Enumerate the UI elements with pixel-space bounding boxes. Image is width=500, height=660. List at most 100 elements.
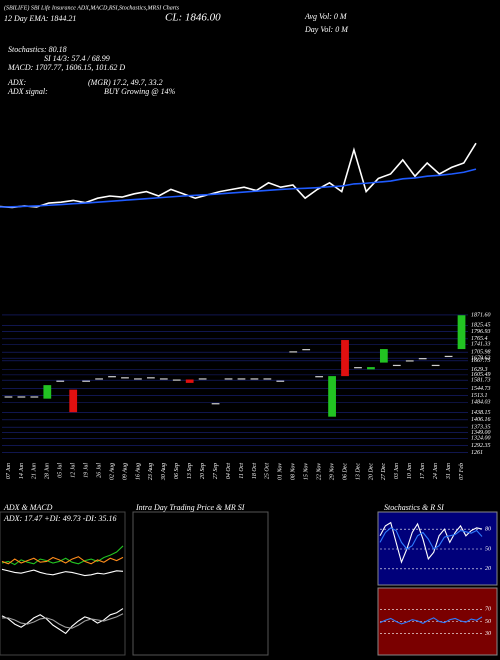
y-tick-label: 1796.93: [471, 329, 491, 335]
stoch-panel: [377, 511, 498, 586]
y-tick-label: 80: [485, 527, 491, 533]
x-tick-label: 10 Jan: [407, 463, 413, 479]
x-tick-label: 05 Jul: [58, 463, 64, 478]
x-tick-label: 15 Nov: [304, 463, 310, 481]
y-tick-label: 50: [485, 619, 491, 625]
candle: [198, 378, 207, 380]
y-tick-label: 30: [484, 631, 491, 637]
candle: [392, 364, 401, 367]
intraday-panel: [132, 511, 269, 656]
x-tick-label: 31 Jan: [446, 463, 452, 480]
x-tick-label: 18 Oct: [252, 463, 258, 479]
y-tick-label: 1438.15: [471, 409, 491, 416]
candle: [250, 378, 259, 380]
candle: [457, 315, 466, 350]
y-tick-label: 50: [485, 546, 491, 552]
candle: [237, 378, 246, 380]
x-tick-label: 16 Aug: [135, 463, 141, 480]
candle: [224, 378, 233, 380]
candle: [328, 376, 336, 417]
x-tick-label: 02 Aug: [109, 463, 115, 480]
candle: [121, 377, 129, 379]
y-tick-label: 1544.73: [471, 385, 491, 392]
x-tick-label: 01 Nov: [278, 463, 284, 481]
candle: [146, 377, 155, 379]
x-tick-label: 08 Nov: [291, 463, 297, 481]
day-vol: Day Vol: 0 M: [304, 25, 349, 34]
y-tick-label: 1373.35: [471, 425, 491, 431]
x-tick-label: 14 Jun: [18, 463, 25, 479]
x-tick-label: 20 Dec: [368, 463, 374, 480]
x-tick-label: 17 Jan: [420, 463, 426, 479]
macd: MACD: 1707.77, 1606.15, 101.62 D: [7, 63, 125, 72]
x-tick-label: 27 Sep: [213, 463, 219, 479]
candle: [134, 378, 142, 380]
candle: [185, 379, 194, 383]
candle: [211, 403, 220, 405]
candle: [341, 340, 349, 377]
candle: [263, 378, 272, 380]
series-line: [1, 545, 124, 566]
candle: [69, 389, 78, 413]
y-tick-label: 1605.49: [471, 371, 491, 378]
x-tick-label: 09 Aug: [122, 463, 128, 480]
x-tick-label: 12 Jul: [71, 463, 77, 478]
y-tick-label: 1667.75: [471, 358, 491, 364]
x-tick-label: 30 Aug: [161, 463, 167, 481]
series-line: [379, 527, 483, 550]
series-line: [0, 142, 477, 209]
y-tick-label: 1825.45: [471, 322, 491, 329]
x-tick-label: 04 Oct: [225, 463, 232, 479]
x-tick-label: 27 Dec: [381, 463, 387, 480]
y-tick-label: 1513.1: [471, 393, 488, 399]
candle: [159, 378, 168, 380]
x-tick-label: 26 Jul: [96, 463, 102, 478]
y-tick-label: 1679.63: [471, 356, 491, 362]
series-line: [379, 521, 483, 564]
x-tick-label: 22 Nov: [317, 463, 323, 481]
adx-signal: BUY Growing @ 14%: [104, 87, 176, 96]
y-tick-label: 1741.33: [471, 341, 491, 348]
ema: 12 Day EMA: 1844.21: [4, 14, 76, 23]
candle: [379, 349, 388, 363]
x-tick-label: 06 Sep: [174, 463, 180, 479]
candle: [418, 358, 427, 360]
candle: [367, 367, 375, 370]
y-tick-label: 1629.3: [471, 367, 488, 373]
x-tick-label: 07 Feb: [459, 463, 465, 480]
candle: [4, 396, 13, 398]
x-tick-label: 06 Dec: [342, 463, 348, 480]
y-tick-label: 70: [485, 607, 491, 613]
candle: [82, 380, 91, 382]
candle: [289, 351, 298, 353]
candle: [43, 385, 52, 399]
candle: [95, 378, 103, 380]
candle: [354, 367, 362, 369]
x-tick-label: 03 Jan: [394, 463, 400, 479]
candle: [405, 360, 414, 362]
x-tick-label: 28 Jun: [45, 463, 51, 479]
y-tick-label: 1292.35: [471, 443, 491, 449]
y-tick-label: 1765.4: [471, 335, 488, 342]
candle: [108, 376, 116, 378]
candle: [56, 380, 65, 382]
candle: [30, 396, 39, 398]
y-tick-label: 1871.60: [471, 312, 491, 318]
intraday-title: Intra Day Trading Price & MR SI: [135, 503, 245, 512]
y-tick-label: 1484.03: [471, 399, 491, 406]
y-tick-label: 1324.00: [471, 435, 491, 442]
stochastics: Stochastics: 80.18: [8, 45, 67, 54]
x-tick-label: 13 Sep: [187, 463, 193, 479]
adx-signal-label: ADX signal:: [7, 87, 48, 96]
x-tick-label: 29 Nov: [329, 463, 335, 481]
series-line: [1, 556, 124, 565]
x-tick-label: 19 Jul: [84, 463, 90, 478]
panel-subtitle: ADX: 17.47 +DI: 49.73 -DI: 35.16: [3, 514, 117, 523]
x-tick-label: 20 Sep: [200, 463, 206, 479]
close: CL: 1846.00: [165, 12, 221, 24]
y-tick-label: 1581.73: [471, 378, 491, 384]
x-tick-label: 25 Oct: [265, 463, 271, 479]
adx-panel: [0, 511, 126, 656]
y-tick-label: 1261: [471, 450, 483, 456]
